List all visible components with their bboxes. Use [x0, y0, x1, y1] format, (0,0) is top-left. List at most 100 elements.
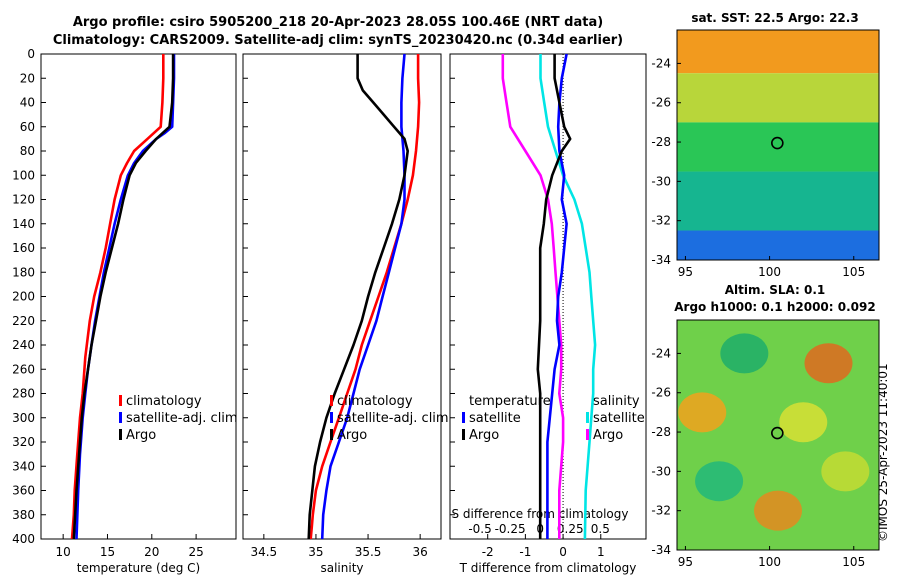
temperature-series-climatology — [70, 54, 165, 540]
salinity-xtick-label: 36 — [413, 545, 428, 559]
depth-tick-label: 400 — [12, 532, 35, 546]
depth-tick-label: 240 — [12, 338, 35, 352]
sst-map-xtick-label: 95 — [678, 265, 693, 279]
sla-map-ytick-label: -30 — [651, 464, 671, 478]
sla-map-argo-position-marker — [771, 426, 784, 440]
difference-xlabel: T difference from climatology — [459, 561, 637, 575]
s-difference-tick-label: 0.25 — [557, 522, 584, 536]
temperature-legend-swatch — [119, 395, 122, 406]
sla-map-xtick-label: 95 — [678, 555, 693, 569]
sst-map-ytick-label: -34 — [651, 253, 671, 267]
salinity-panel: 34.5 35 35.5 36 salinity climatology satellite… — [242, 53, 449, 575]
salinity-legend-label: Argo — [337, 428, 367, 443]
sst-band — [677, 171, 879, 231]
salinity-legend-label: satellite-adj. clim — [337, 411, 449, 426]
difference-xtick-label: 1 — [597, 545, 605, 559]
depth-tick-label: 200 — [12, 290, 35, 304]
temperature-difference-legend-label: temperature — [469, 394, 551, 409]
main-title-line-2: Climatology: CARS2009. Satellite-adj cli… — [52, 33, 624, 48]
temperature-xlabel: temperature (deg C) — [77, 561, 200, 575]
depth-tick-label: 220 — [12, 314, 35, 328]
depth-tick-label: 60 — [20, 120, 35, 134]
sst-map-ytick-label: -26 — [651, 96, 671, 110]
depth-tick-label: 20 — [20, 71, 35, 85]
salinity-legend-swatch — [330, 412, 333, 423]
temperature-xtick-label: 20 — [144, 545, 159, 559]
sla-map-xtick-label: 105 — [842, 555, 865, 569]
sst-map-title: sat. SST: 22.5 Argo: 22.3 — [691, 11, 859, 25]
difference-series-temperature-satellite — [539, 54, 597, 540]
s-difference-tick-label: -0.5 — [468, 522, 491, 536]
difference-series-salinity-argo — [536, 54, 572, 539]
sst-map-ytick-label: -28 — [651, 135, 671, 149]
depth-tick-label: 140 — [12, 217, 35, 231]
temperature-axes-box — [40, 53, 237, 540]
sst-band — [677, 73, 879, 123]
salinity-difference-legend-label: salinity — [593, 394, 640, 409]
sst-map-panel: 95 100 105 -34 -32 -30 -28 -26 -24 — [651, 29, 880, 279]
difference-series-salinity-satellite — [546, 53, 568, 539]
sla-anomaly-blob — [678, 392, 727, 433]
sst-map-argo-position-marker — [771, 136, 784, 150]
salinity-difference-legend-label: Argo — [593, 428, 623, 443]
depth-tick-label: 260 — [12, 362, 35, 376]
sla-anomaly-blob — [695, 461, 744, 502]
sst-map-field — [677, 30, 879, 260]
sla-anomaly-blob — [779, 402, 828, 443]
temperature-xtick-label: 10 — [56, 545, 71, 559]
sla-map-xtick-label: 100 — [758, 555, 781, 569]
salinity-legend-label: climatology — [337, 394, 413, 409]
depth-tick-label: 340 — [12, 459, 35, 473]
salinity-legend-swatch — [330, 429, 333, 440]
difference-xtick-label: -1 — [519, 545, 531, 559]
main-title-line-1: Argo profile: csiro 5905200_218 20-Apr-2… — [72, 15, 604, 30]
salinity-xtick-label: 34.5 — [250, 545, 277, 559]
temperature-difference-legend-swatch — [462, 429, 465, 440]
difference-xtick-label: 0 — [559, 545, 567, 559]
sst-band — [677, 122, 879, 172]
temperature-xtick-label: 25 — [188, 545, 203, 559]
sla-anomaly-blob — [804, 343, 853, 384]
s-difference-tick-label: 0.5 — [591, 522, 610, 536]
salinity-series-argo — [307, 54, 410, 540]
salinity-series-climatology — [309, 54, 421, 540]
sst-map-xtick-label: 100 — [758, 265, 781, 279]
sla-map-ytick-label: -28 — [651, 425, 671, 439]
temperature-panel: 10 15 20 25 temperature (deg C) 0 20 40 60 80 100 1… — [12, 47, 238, 575]
salinity-xtick-label: 35 — [308, 545, 323, 559]
sla-map-ytick-label: -24 — [651, 346, 671, 360]
temperature-difference-legend-label: Argo — [469, 428, 499, 443]
temperature-legend-swatch — [119, 429, 122, 440]
depth-tick-label: 40 — [20, 96, 35, 110]
sla-map-axes-box — [676, 319, 880, 551]
depth-tick-label: 360 — [12, 484, 35, 498]
sla-map-panel: 95 100 105 -34 -32 -30 -28 -26 -24 — [651, 319, 880, 569]
temperature-series-argo — [72, 54, 175, 540]
depth-tick-label: 320 — [12, 435, 35, 449]
temperature-difference-legend-swatch — [462, 412, 465, 423]
sst-band — [677, 230, 879, 260]
s-difference-tick-label: -0.25 — [495, 522, 526, 536]
depth-tick-label: 280 — [12, 387, 35, 401]
temperature-legend-label: Argo — [126, 428, 156, 443]
temperature-legend-swatch — [119, 412, 122, 423]
sla-anomaly-blob — [754, 490, 802, 531]
sst-map-ytick-label: -30 — [651, 174, 671, 188]
sla-map-ytick-label: -26 — [651, 386, 671, 400]
sla-map-title-line-2: Argo h1000: 0.1 h2000: 0.092 — [674, 300, 876, 314]
salinity-difference-legend-label: satellite — [593, 411, 645, 426]
sla-map-title-line-1: Altim. SLA: 0.1 — [724, 283, 826, 297]
salinity-xlabel: salinity — [320, 561, 363, 575]
temperature-difference-legend-label: satellite — [469, 411, 521, 426]
difference-series-temperature-argo — [501, 54, 565, 539]
salinity-difference-legend-swatch — [586, 412, 589, 423]
sla-map-ytick-label: -32 — [651, 504, 671, 518]
temperature-legend-label: satellite-adj. clim — [126, 411, 238, 426]
depth-tick-label: 380 — [12, 508, 35, 522]
salinity-axes-box — [242, 53, 442, 540]
depth-tick-label: 100 — [12, 168, 35, 182]
sst-band — [677, 30, 879, 74]
depth-tick-label: 180 — [12, 265, 35, 279]
sla-map-field — [677, 320, 879, 550]
